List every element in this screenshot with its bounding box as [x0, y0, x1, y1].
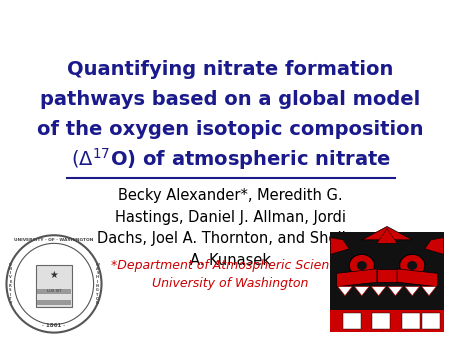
Text: W
A
S
H
I
N
G
T
O
N: W A S H I N G T O N — [95, 263, 99, 305]
Text: LUX SIT: LUX SIT — [47, 289, 61, 293]
Bar — [37, 294, 71, 299]
Text: Dachs, Joel A. Thornton, and Shelley: Dachs, Joel A. Thornton, and Shelley — [98, 231, 364, 246]
Text: Quantifying nitrate formation: Quantifying nitrate formation — [68, 60, 394, 79]
Text: pathways based on a global model: pathways based on a global model — [40, 90, 421, 108]
Text: Becky Alexander*, Meredith G.: Becky Alexander*, Meredith G. — [118, 188, 343, 203]
Polygon shape — [405, 287, 419, 296]
Circle shape — [349, 254, 374, 276]
Polygon shape — [377, 269, 397, 282]
Bar — [37, 283, 71, 288]
Text: University of Washington: University of Washington — [153, 276, 309, 290]
Circle shape — [357, 261, 367, 270]
Text: $(\Delta^{17}$O) of atmospheric nitrate: $(\Delta^{17}$O) of atmospheric nitrate — [71, 146, 391, 172]
Polygon shape — [402, 313, 420, 329]
Bar — [36, 265, 72, 307]
Polygon shape — [330, 238, 349, 254]
Polygon shape — [422, 313, 440, 329]
Polygon shape — [330, 310, 444, 333]
Text: UNIVERSITY · OF · WASHINGTON: UNIVERSITY · OF · WASHINGTON — [14, 238, 94, 242]
Bar — [37, 300, 71, 305]
Polygon shape — [372, 313, 390, 329]
Polygon shape — [343, 313, 360, 329]
Polygon shape — [388, 287, 403, 296]
Polygon shape — [371, 287, 386, 296]
Polygon shape — [337, 269, 377, 287]
Text: *Department of Atmospheric Sciences: *Department of Atmospheric Sciences — [111, 259, 350, 272]
Text: A. Kunasek: A. Kunasek — [190, 253, 271, 268]
Polygon shape — [425, 238, 444, 254]
Polygon shape — [355, 287, 369, 296]
Circle shape — [407, 261, 417, 270]
Text: of the oxygen isotopic composition: of the oxygen isotopic composition — [37, 120, 424, 139]
Polygon shape — [422, 287, 436, 296]
Text: Hastings, Daniel J. Allman, Jordi: Hastings, Daniel J. Allman, Jordi — [115, 210, 346, 224]
Polygon shape — [330, 232, 444, 333]
Text: · 1861 ·: · 1861 · — [42, 323, 66, 328]
Text: ★: ★ — [50, 270, 58, 280]
Bar — [37, 289, 71, 294]
Polygon shape — [377, 229, 397, 243]
Text: U
N
I
V
E
R
S
I
T
Y: U N I V E R S I T Y — [9, 263, 12, 305]
Polygon shape — [362, 226, 412, 240]
Polygon shape — [338, 287, 352, 296]
Circle shape — [400, 254, 425, 276]
Polygon shape — [397, 269, 437, 287]
